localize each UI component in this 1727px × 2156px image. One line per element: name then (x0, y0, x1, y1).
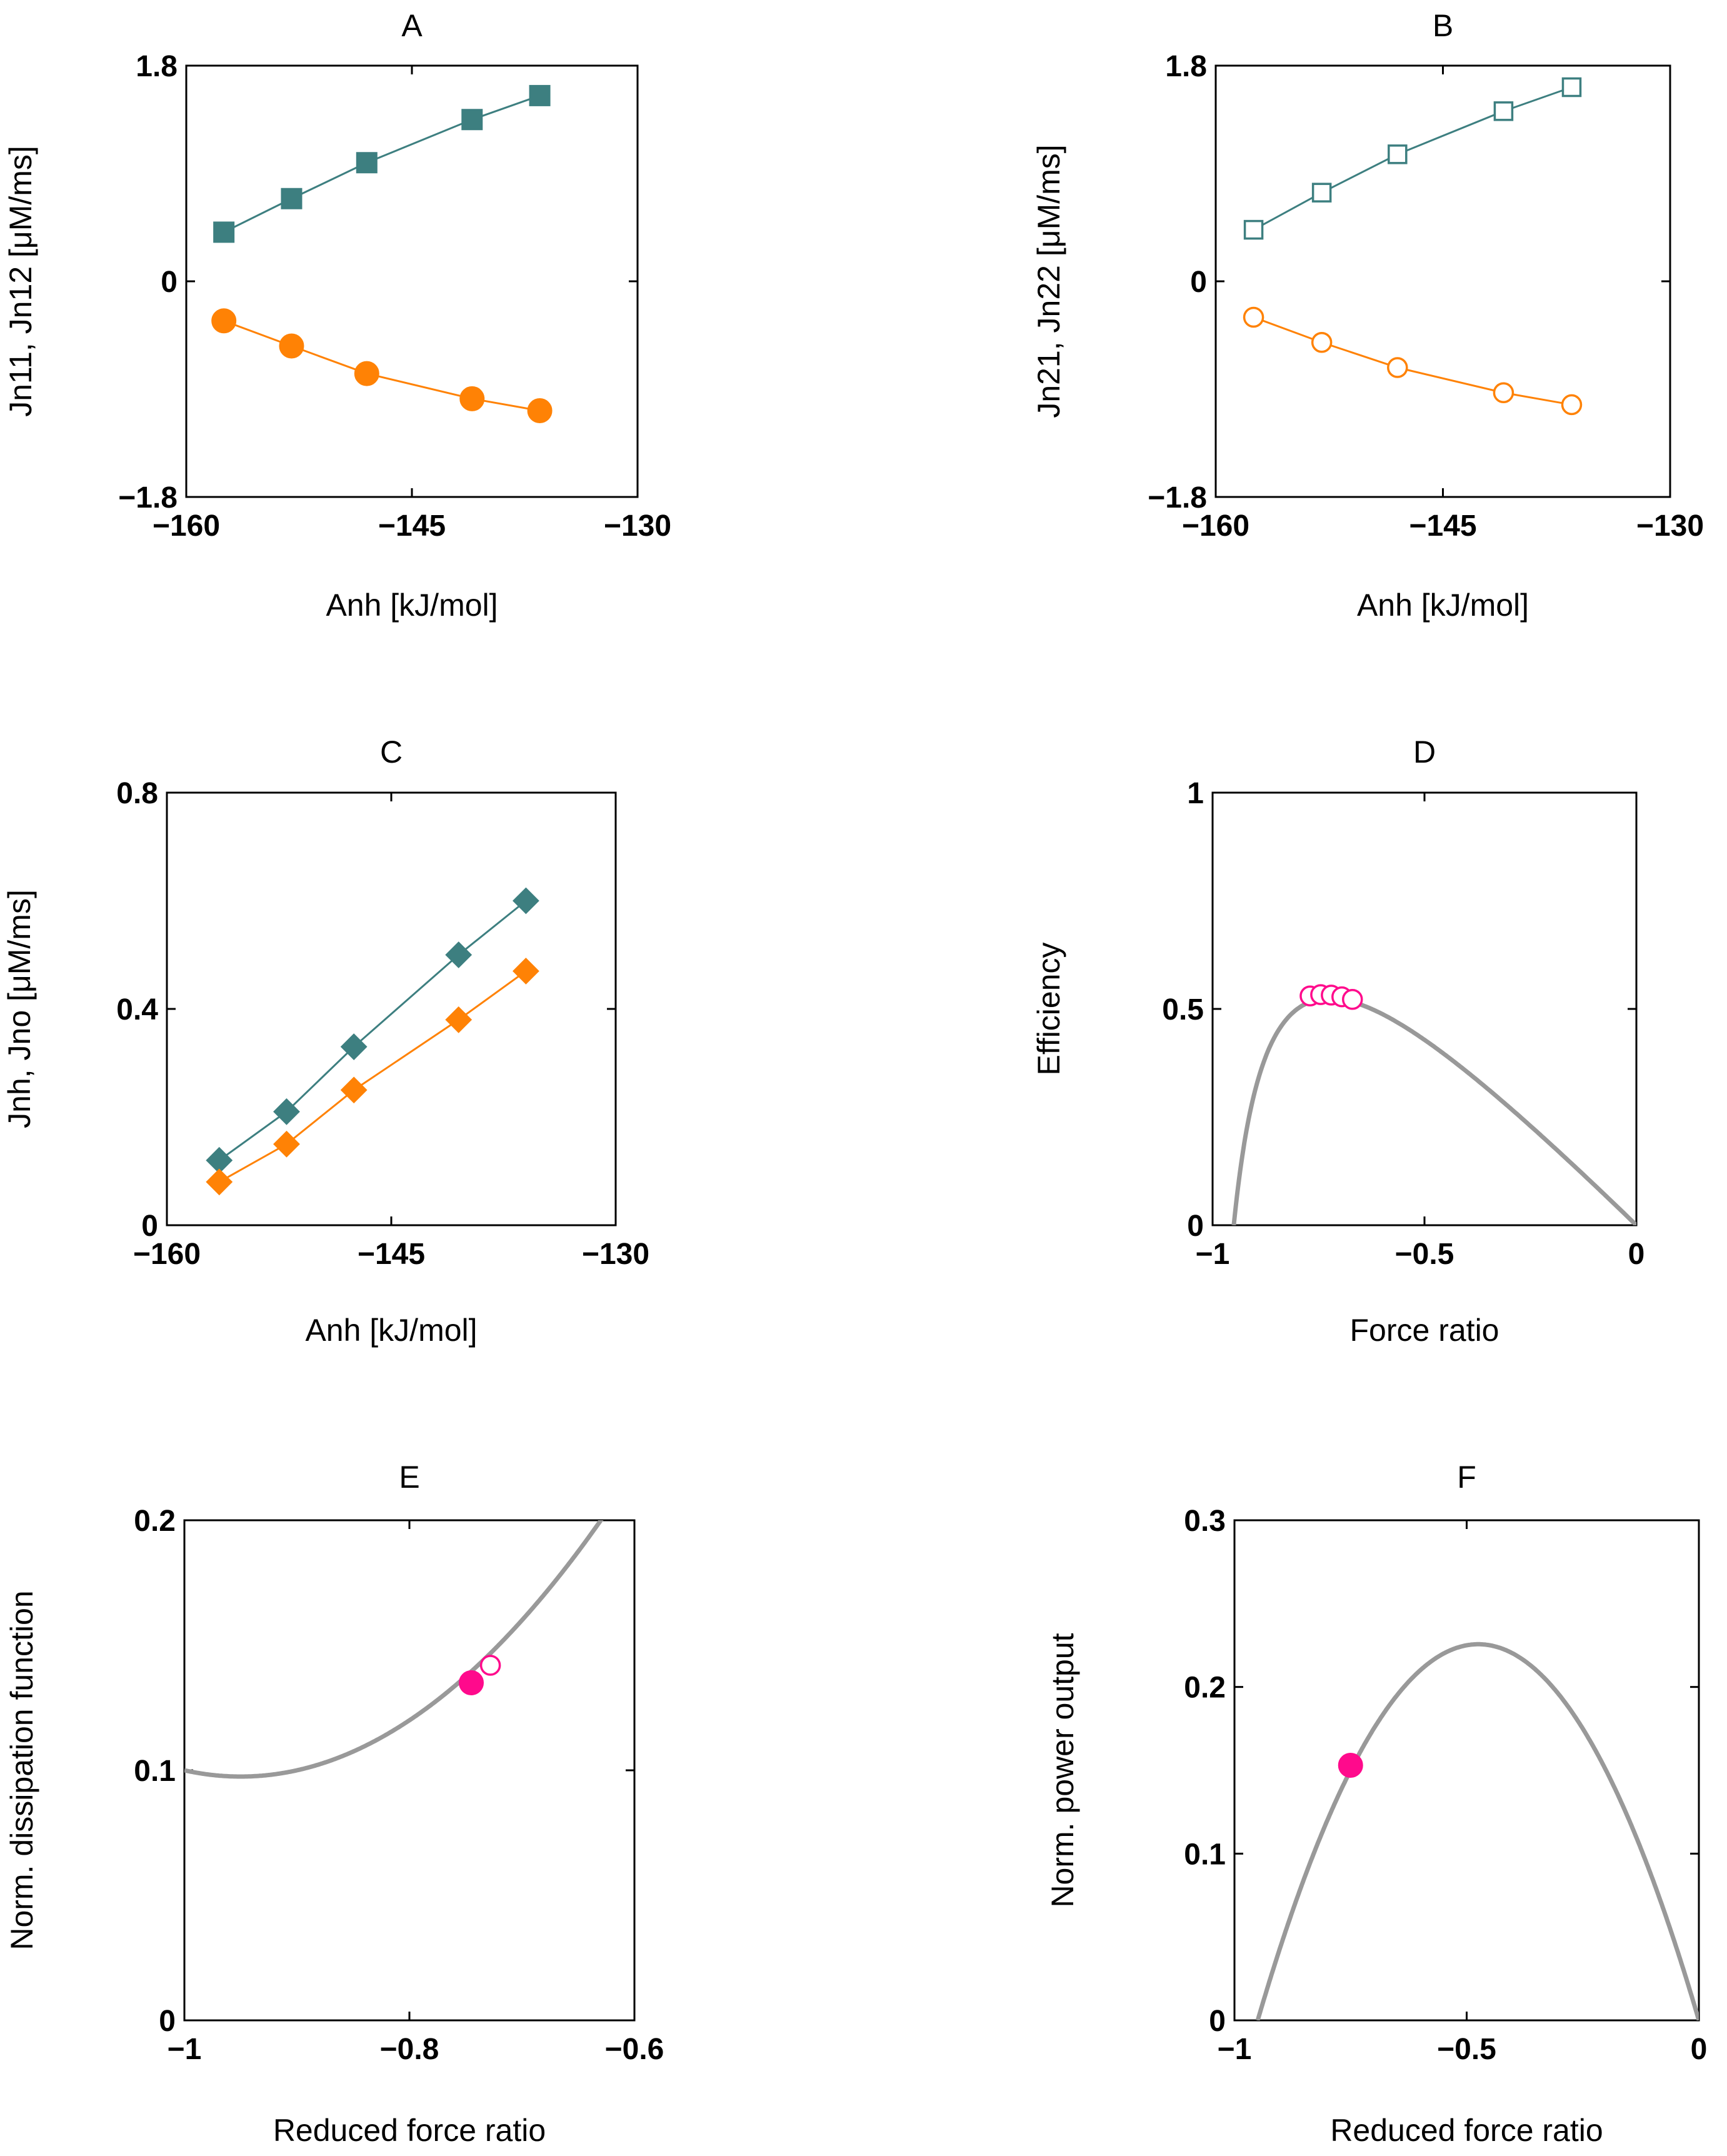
data-point-jn11 (281, 188, 303, 209)
y-tick-label: 0 (1209, 2005, 1226, 2038)
data-point-jn11 (529, 84, 551, 106)
y-tick-label: 0 (159, 2005, 176, 2038)
panel-f: F −1 −0.5 0 0 0.1 0.2 0.3 Reduced force ratio Nor… (1045, 1460, 1707, 2148)
x-tick-label: 0 (1691, 2033, 1708, 2066)
panel-title: C (380, 735, 403, 770)
data-point-jn12 (354, 361, 379, 386)
data-point-jno (340, 1076, 368, 1104)
data-point-jn11 (356, 152, 378, 174)
x-tick-label: −0.5 (1395, 1238, 1454, 1271)
panel-e: E −1 −0.8 −0.6 0 0.1 0.2 Reduced force ratio Nor… (4, 1460, 664, 2148)
x-axis-label: Force ratio (1350, 1313, 1499, 1348)
y-axis-label: Efficiency (1031, 942, 1066, 1075)
y-tick-label: 0.2 (134, 1505, 176, 1538)
y-tick-label: 0.8 (116, 777, 158, 810)
y-tick-label: 0.1 (134, 1755, 176, 1788)
panel-title: E (399, 1460, 419, 1495)
data-point-jno (206, 1168, 233, 1196)
highlight-point (1338, 1753, 1363, 1778)
x-tick-label: −0.5 (1437, 2033, 1496, 2066)
y-tick-label: 0 (1190, 266, 1207, 299)
data-point-jn21 (1493, 101, 1514, 121)
data-point-jn12 (279, 333, 304, 359)
panel-d: D −1 −0.5 0 0 0.5 1 Force ratio Efficiency (1031, 735, 1644, 1348)
x-axis-label: Anh [kJ/mol] (1357, 588, 1529, 623)
panel-b: B −160 −145 −130 −1.8 0 1.8 Anh [kJ/mol] Jn21, J… (1031, 8, 1704, 623)
panel-title: A (401, 8, 423, 43)
y-tick-label: 0.2 (1184, 1672, 1226, 1705)
x-axis-label: Anh [kJ/mol] (326, 588, 498, 623)
data-point-jno (445, 1006, 473, 1033)
y-tick-label: 1.8 (1165, 50, 1207, 83)
panel-title: F (1457, 1460, 1476, 1495)
data-point-jn22 (1243, 306, 1264, 328)
x-axis-label: Reduced force ratio (273, 2113, 546, 2148)
data-point-jn12 (527, 398, 553, 423)
y-axis-label: Jn11, Jn12 [μM/ms] (3, 146, 38, 417)
y-axis-label: Jnh, Jno [μM/ms] (2, 890, 37, 1128)
data-point-jn21 (1561, 77, 1582, 98)
x-tick-label: −0.6 (605, 2033, 664, 2066)
panel-a: A −160 −145 −130 −1.8 0 1.8 Anh [kJ/mol] Jn11, J… (3, 8, 671, 623)
x-tick-label: −130 (1636, 509, 1704, 543)
x-tick-label: −130 (604, 509, 671, 543)
x-tick-label: −1 (1196, 1238, 1230, 1271)
x-tick-label: −145 (1409, 509, 1476, 543)
data-point-jn11 (213, 221, 235, 243)
panel-title: D (1413, 735, 1436, 770)
data-point-jn21 (1243, 219, 1264, 240)
y-tick-label: 0.3 (1184, 1505, 1226, 1538)
data-point-jnh (273, 1098, 300, 1125)
x-axis-label: Reduced force ratio (1330, 2113, 1603, 2148)
y-tick-label: 0.1 (1184, 1838, 1226, 1871)
data-point-jn21 (1311, 183, 1332, 203)
panel-title: B (1433, 8, 1453, 43)
panel-c: C −160 −145 −130 0 0.4 0.8 Anh [kJ/mol] Jnh, Jno… (2, 735, 649, 1348)
x-tick-label: −1 (1218, 2033, 1252, 2066)
y-tick-label: −1.8 (1148, 481, 1207, 514)
data-point-jn12 (459, 386, 485, 411)
data-point-jn21 (1388, 144, 1408, 164)
x-tick-label: −0.8 (380, 2033, 439, 2066)
data-point-jnh (340, 1033, 368, 1060)
data-point-jno (273, 1130, 300, 1158)
y-tick-label: 0 (141, 1210, 158, 1243)
y-tick-label: −1.8 (118, 481, 178, 514)
dissipation-curve (184, 1520, 604, 1779)
data-point-jn12 (211, 308, 237, 334)
y-tick-label: 0 (161, 266, 178, 299)
power-output-curve (1255, 1642, 1699, 2020)
data-point-jn22 (1561, 394, 1583, 416)
y-axis-label: Jn21, Jn22 [μM/ms] (1031, 144, 1066, 418)
x-tick-label: −160 (153, 509, 220, 543)
y-tick-label: 0.5 (1162, 993, 1204, 1026)
highlight-point (479, 1655, 501, 1676)
y-tick-label: 1 (1187, 777, 1204, 810)
y-tick-label: 1.8 (136, 50, 178, 83)
data-point-jn22 (1493, 382, 1514, 403)
efficiency-curve (1231, 996, 1636, 1225)
x-tick-label: −145 (378, 509, 446, 543)
y-tick-label: 0.4 (116, 993, 158, 1026)
highlight-point (459, 1670, 484, 1695)
data-point-jn22 (1311, 332, 1333, 353)
data-point-jno (512, 958, 539, 985)
data-point-jnh (445, 941, 473, 968)
data-point-jn22 (1387, 357, 1408, 378)
x-tick-label: −130 (582, 1238, 649, 1271)
x-axis-label: Anh [kJ/mol] (305, 1313, 477, 1348)
x-tick-label: −160 (1182, 509, 1249, 543)
y-axis-label: Norm. dissipation function (4, 1590, 39, 1950)
data-point-jnh (512, 887, 539, 915)
data-point-jn11 (461, 109, 483, 131)
x-tick-label: −160 (133, 1238, 201, 1271)
x-tick-label: −1 (168, 2033, 202, 2066)
y-axis-label: Norm. power output (1045, 1633, 1080, 1907)
x-tick-label: 0 (1628, 1238, 1645, 1271)
y-tick-label: 0 (1187, 1210, 1204, 1243)
x-tick-label: −145 (358, 1238, 425, 1271)
highlight-point (1341, 989, 1363, 1010)
